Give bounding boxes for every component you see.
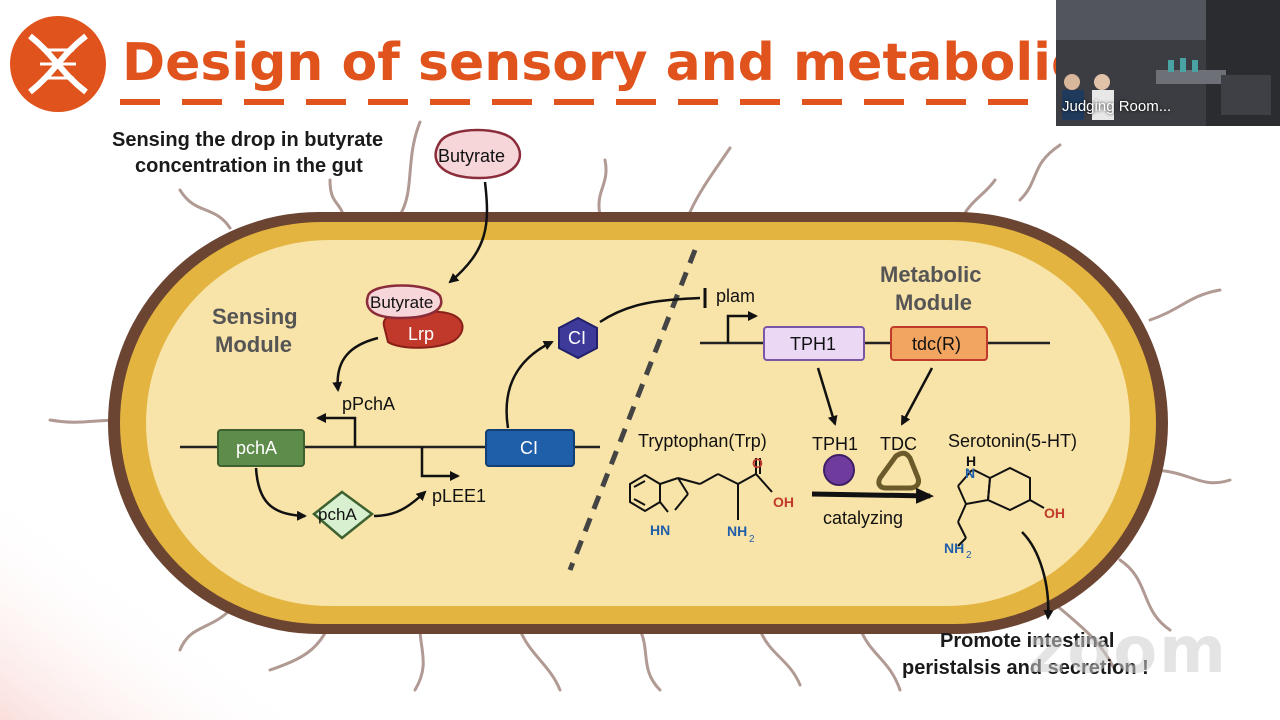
pcha-expression-arrow bbox=[254, 467, 307, 521]
catalysis-arrow bbox=[811, 487, 934, 504]
ser-oh-label: OH bbox=[1044, 505, 1065, 521]
trp-o-label: O bbox=[752, 455, 763, 471]
trp-nh-subscript: 2 bbox=[749, 534, 755, 545]
serotonin-label: Serotonin(5-HT) bbox=[948, 431, 1077, 451]
pcha-protein: pchA bbox=[312, 490, 375, 540]
butyrate-outside-label: Butyrate bbox=[438, 146, 505, 166]
plee1-label: pLEE1 bbox=[432, 486, 486, 506]
ci-gene: CI bbox=[485, 429, 575, 467]
sensing-heading-line2: concentration in the gut bbox=[135, 155, 363, 177]
tdc-enzyme-label: TDC bbox=[880, 434, 917, 454]
metabolic-module-line1: Metabolic bbox=[880, 262, 981, 287]
lrp-label: Lrp bbox=[408, 324, 434, 344]
ser-nh-subscript: 2 bbox=[966, 550, 972, 561]
tryptophan-structure bbox=[629, 458, 773, 520]
ppcha-promoter-arrow bbox=[316, 413, 357, 447]
lrp-butyrate-complex: Lrp Butyrate bbox=[365, 284, 464, 349]
tdc-gene: tdc(R) bbox=[890, 326, 988, 361]
pcha-protein-label: pchA bbox=[318, 505, 357, 524]
ci-protein: CI bbox=[558, 316, 598, 360]
plee1-promoter-arrow bbox=[420, 447, 460, 481]
ci-expression-arrow bbox=[505, 340, 554, 429]
ser-n-label: N bbox=[965, 465, 975, 481]
ppcha-label: pPchA bbox=[342, 394, 395, 414]
tph1-enzyme-icon bbox=[823, 454, 855, 486]
plam-promoter-arrow bbox=[726, 311, 758, 343]
tph1-expression-arrow bbox=[816, 367, 838, 426]
butyrate-entry-arrow bbox=[448, 181, 489, 284]
video-participant-label: Judging Room... bbox=[1062, 98, 1172, 115]
butyrate-bound-label: Butyrate bbox=[370, 293, 433, 312]
metabolic-module-line2: Module bbox=[895, 290, 972, 315]
outcome-arrow bbox=[1021, 531, 1054, 620]
video-feed-icon bbox=[1056, 0, 1280, 126]
tdc-gene-label: tdc(R) bbox=[912, 334, 961, 354]
trp-hn-label: HN bbox=[650, 522, 670, 538]
tdc-enzyme-icon bbox=[876, 450, 921, 491]
participant-video-tile[interactable] bbox=[1056, 0, 1280, 126]
pcha-gene-label: pchA bbox=[236, 438, 277, 458]
sensing-module-line2: Module bbox=[215, 332, 292, 357]
pcha-activation-arrow bbox=[373, 490, 427, 518]
sensing-module-line1: Sensing bbox=[212, 304, 298, 329]
serotonin-structure bbox=[957, 466, 1045, 547]
sensing-heading-line1: Sensing the drop in butyrate bbox=[112, 129, 383, 151]
ci-gene-label: CI bbox=[520, 438, 538, 458]
tph1-gene-label: TPH1 bbox=[790, 334, 836, 354]
tryptophan-label: Tryptophan(Trp) bbox=[638, 431, 767, 451]
ci-protein-label: CI bbox=[568, 328, 586, 348]
catalyzing-label: catalyzing bbox=[823, 508, 903, 528]
tph1-enzyme-label: TPH1 bbox=[812, 434, 858, 454]
module-divider bbox=[567, 249, 698, 571]
zoom-watermark: zoom bbox=[1028, 614, 1228, 688]
ci-repression-line bbox=[599, 296, 701, 324]
bacterial-cell bbox=[108, 212, 1168, 634]
butyrate-outside: Butyrate bbox=[434, 128, 522, 180]
plam-label: plam bbox=[716, 286, 755, 306]
trp-oh-label: OH bbox=[773, 494, 794, 510]
ser-h-label: H bbox=[966, 453, 976, 469]
tdc-expression-arrow bbox=[900, 367, 934, 426]
ser-nh-label: NH bbox=[944, 540, 964, 556]
trp-nh-label: NH bbox=[727, 523, 747, 539]
slide-title: Design of sensory and metabolic mo bbox=[122, 33, 1190, 93]
outcome-line2: peristalsis and secretion ! bbox=[902, 657, 1149, 679]
dna-icon bbox=[10, 16, 106, 112]
outcome-line1: Promote intestinal bbox=[940, 630, 1114, 652]
tph1-gene: TPH1 bbox=[763, 326, 865, 361]
lrp-repression-arrow bbox=[332, 336, 379, 392]
pcha-gene: pchA bbox=[217, 429, 305, 467]
